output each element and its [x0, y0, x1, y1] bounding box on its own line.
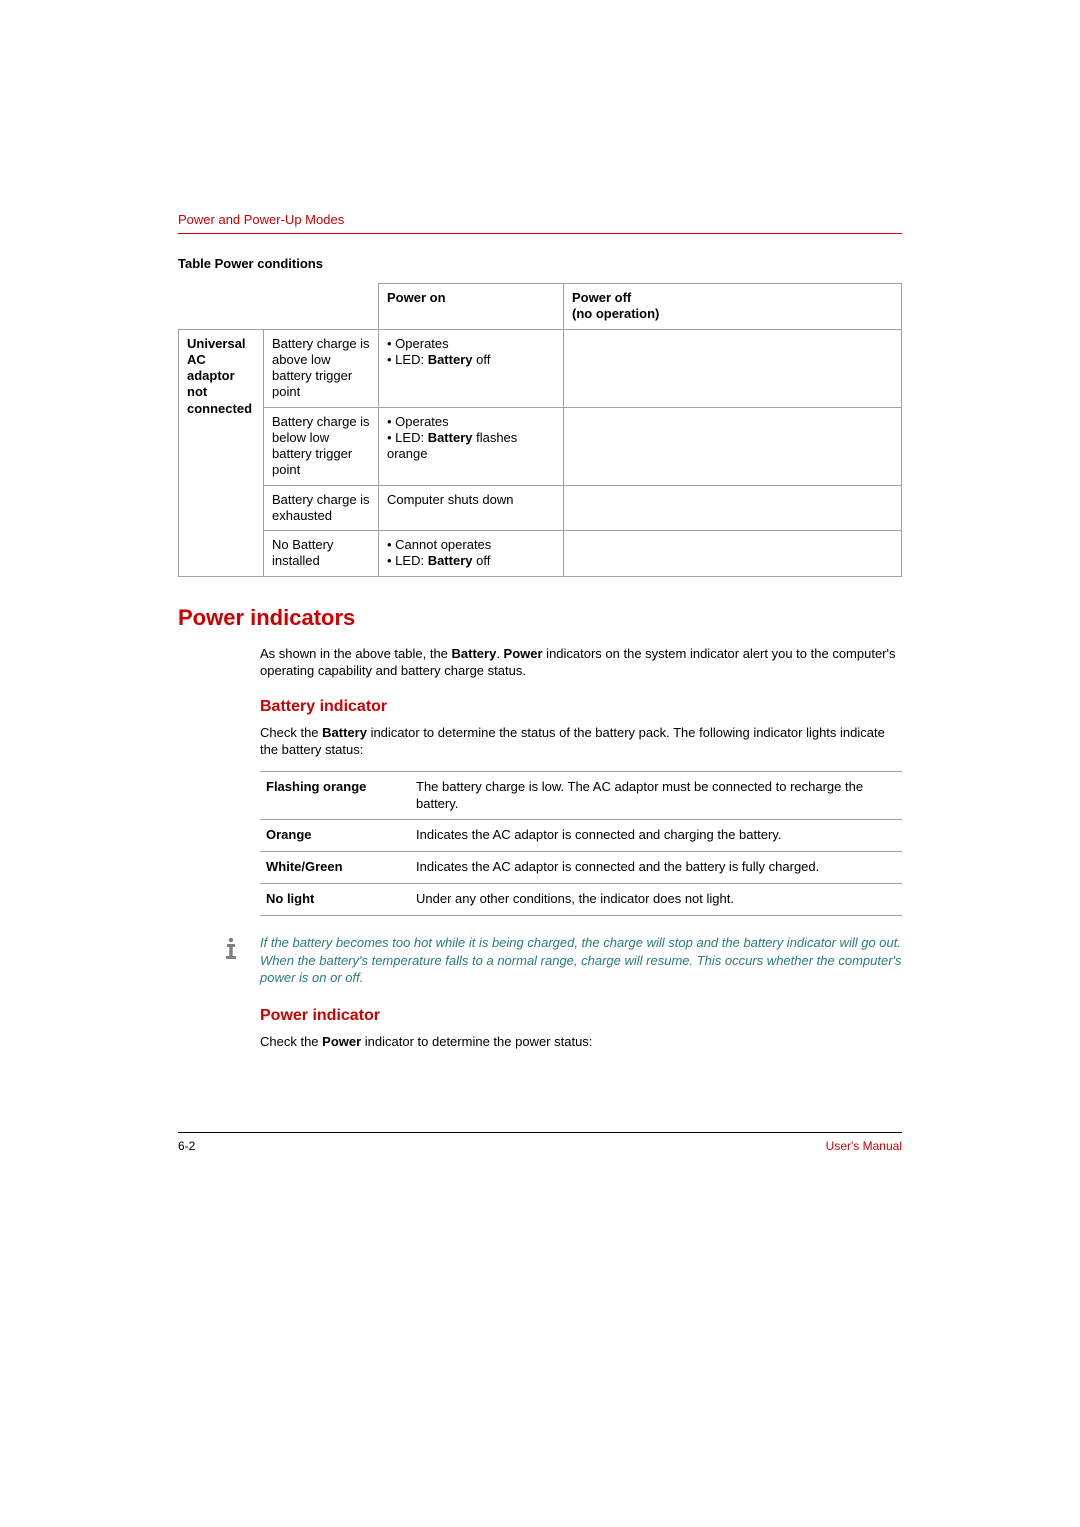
- page-content: Power and Power-Up Modes Table Power con…: [178, 212, 902, 1050]
- page-number: 6-2: [178, 1139, 195, 1153]
- ind-label-2: White/Green: [260, 852, 410, 884]
- table-row: No light Under any other conditions, the…: [260, 884, 902, 916]
- para-power-indicator: Check the Power indicator to determine t…: [260, 1033, 902, 1051]
- page-footer: 6-2 User's Manual: [178, 1132, 902, 1153]
- rl2: AC: [187, 352, 206, 367]
- pi-b: Battery: [452, 646, 497, 661]
- th-power-on: Power on: [379, 284, 564, 330]
- rl4: not: [187, 384, 207, 399]
- heading-power-indicator: Power indicator: [260, 1007, 902, 1025]
- info-icon: [218, 934, 254, 987]
- pon-r2: • Operates • LED: Battery flashes orange: [379, 407, 564, 485]
- pon-r1-l2c: off: [472, 352, 490, 367]
- note-block: If the battery becomes too hot while it …: [218, 934, 902, 987]
- pwi-b: Power: [322, 1034, 361, 1049]
- heading-battery-indicator: Battery indicator: [260, 698, 902, 716]
- footer-row: 6-2 User's Manual: [178, 1139, 902, 1153]
- pwi-c: indicator to determine the power status:: [361, 1034, 592, 1049]
- cond-r3: Battery charge is exhausted: [264, 485, 379, 531]
- pon-r2-l2a: • LED:: [387, 430, 428, 445]
- th-blank-1: [179, 284, 264, 330]
- table-row: White/Green Indicates the AC adaptor is …: [260, 852, 902, 884]
- row-label-ac-not-connected: Universal AC adaptor not connected: [179, 329, 264, 576]
- th-power-off-l2: (no operation): [572, 306, 659, 321]
- pon-r1: • Operates • LED: Battery off: [379, 329, 564, 407]
- pon-r4-l2c: off: [472, 553, 490, 568]
- footer-rule: [178, 1132, 902, 1133]
- bi-a: Check the: [260, 725, 322, 740]
- pon-r2-l1: • Operates: [387, 414, 449, 429]
- ind-label-1: Orange: [260, 820, 410, 852]
- th-power-off: Power off (no operation): [564, 284, 902, 330]
- poff-r2: [564, 407, 902, 485]
- pon-r4-l2a: • LED:: [387, 553, 428, 568]
- cond-r1: Battery charge is above low battery trig…: [264, 329, 379, 407]
- table-caption: Table Power conditions: [178, 256, 902, 271]
- battery-indicator-table: Flashing orange The battery charge is lo…: [260, 771, 902, 916]
- ind-desc-1: Indicates the AC adaptor is connected an…: [410, 820, 902, 852]
- manual-label: User's Manual: [826, 1139, 902, 1153]
- rl5: connected: [187, 401, 252, 416]
- table-row: Flashing orange The battery charge is lo…: [260, 771, 902, 820]
- rl1: Universal: [187, 336, 246, 351]
- th-power-off-l1: Power off: [572, 290, 631, 305]
- pwi-a: Check the: [260, 1034, 322, 1049]
- table-row: Orange Indicates the AC adaptor is conne…: [260, 820, 902, 852]
- ind-desc-0: The battery charge is low. The AC adapto…: [410, 771, 902, 820]
- poff-r1: [564, 329, 902, 407]
- pon-r3: Computer shuts down: [379, 485, 564, 531]
- ind-desc-2: Indicates the AC adaptor is connected an…: [410, 852, 902, 884]
- pon-r4: • Cannot operates • LED: Battery off: [379, 531, 564, 577]
- poff-r4: [564, 531, 902, 577]
- pi-c: .: [496, 646, 503, 661]
- cond-r2: Battery charge is below low battery trig…: [264, 407, 379, 485]
- para-power-indicators: As shown in the above table, the Battery…: [260, 645, 902, 680]
- pon-r2-l2b: Battery: [428, 430, 473, 445]
- bi-b: Battery: [322, 725, 367, 740]
- section-header: Power and Power-Up Modes: [178, 212, 902, 234]
- ind-desc-3: Under any other conditions, the indicato…: [410, 884, 902, 916]
- th-blank-2: [264, 284, 379, 330]
- pon-r4-l1: • Cannot operates: [387, 537, 491, 552]
- pon-r4-l2b: Battery: [428, 553, 473, 568]
- note-text: If the battery becomes too hot while it …: [254, 934, 902, 987]
- poff-r3: [564, 485, 902, 531]
- pon-r1-l2b: Battery: [428, 352, 473, 367]
- pon-r1-l1: • Operates: [387, 336, 449, 351]
- para-battery-indicator: Check the Battery indicator to determine…: [260, 724, 902, 759]
- power-conditions-table: Power on Power off (no operation) Univer…: [178, 283, 902, 577]
- ind-label-3: No light: [260, 884, 410, 916]
- rl3: adaptor: [187, 368, 235, 383]
- pi-a: As shown in the above table, the: [260, 646, 452, 661]
- cond-r4: No Battery installed: [264, 531, 379, 577]
- pi-d: Power: [504, 646, 543, 661]
- pon-r1-l2a: • LED:: [387, 352, 428, 367]
- heading-power-indicators: Power indicators: [178, 605, 902, 631]
- ind-label-0: Flashing orange: [260, 771, 410, 820]
